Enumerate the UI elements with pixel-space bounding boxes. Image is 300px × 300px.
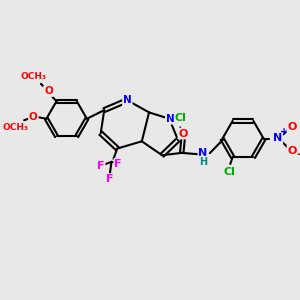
Text: F: F xyxy=(106,174,113,184)
Text: -: - xyxy=(296,148,300,160)
Text: Cl: Cl xyxy=(223,167,235,177)
Text: O: O xyxy=(44,86,53,96)
Text: O: O xyxy=(287,122,297,132)
Text: O: O xyxy=(29,112,38,122)
Text: F: F xyxy=(97,161,104,171)
Text: H: H xyxy=(199,157,207,166)
Text: O: O xyxy=(178,128,188,139)
Text: N: N xyxy=(166,114,175,124)
Text: F: F xyxy=(114,159,122,169)
Text: +: + xyxy=(280,127,288,137)
Text: N: N xyxy=(273,134,282,143)
Text: Cl: Cl xyxy=(175,113,187,123)
Text: N: N xyxy=(123,95,132,105)
Text: N: N xyxy=(199,148,208,158)
Text: OCH₃: OCH₃ xyxy=(20,72,46,81)
Text: O: O xyxy=(287,146,297,156)
Text: OCH₃: OCH₃ xyxy=(2,123,28,132)
